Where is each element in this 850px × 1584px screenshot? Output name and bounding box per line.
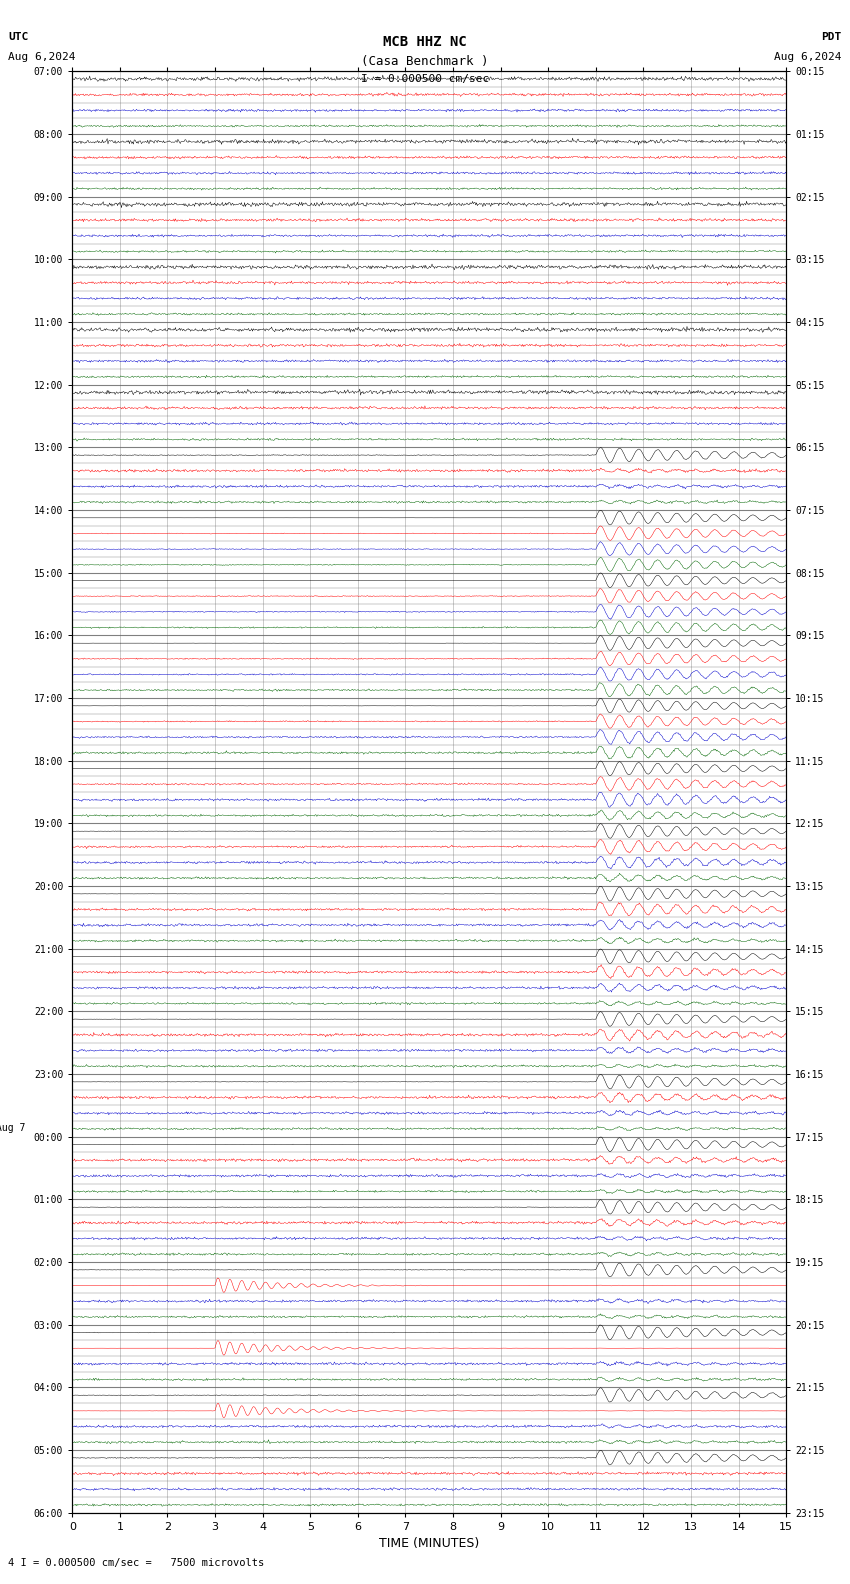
Text: MCB HHZ NC: MCB HHZ NC (383, 35, 467, 49)
Text: Aug 6,2024: Aug 6,2024 (8, 52, 76, 62)
Text: (Casa Benchmark ): (Casa Benchmark ) (361, 55, 489, 68)
Text: UTC: UTC (8, 32, 29, 41)
X-axis label: TIME (MINUTES): TIME (MINUTES) (379, 1538, 479, 1551)
Text: Aug 6,2024: Aug 6,2024 (774, 52, 842, 62)
Text: PDT: PDT (821, 32, 842, 41)
Text: 4 I = 0.000500 cm/sec =   7500 microvolts: 4 I = 0.000500 cm/sec = 7500 microvolts (8, 1559, 264, 1568)
Text: Aug 7: Aug 7 (0, 1123, 26, 1133)
Text: I = 0.000500 cm/sec: I = 0.000500 cm/sec (361, 74, 489, 84)
